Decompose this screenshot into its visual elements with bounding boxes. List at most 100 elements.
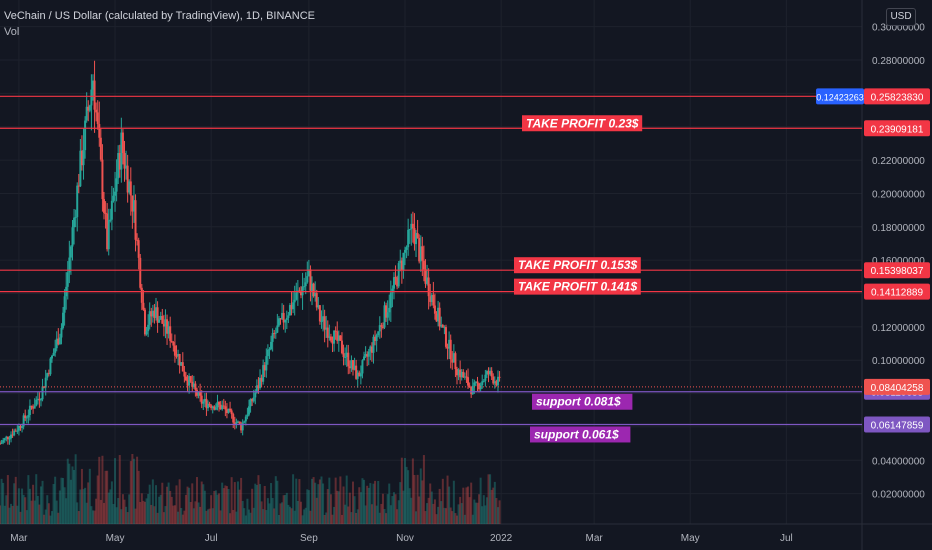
volume-bar: [73, 469, 76, 524]
candle-body: [13, 430, 16, 436]
candle-body: [30, 405, 33, 408]
candle-body: [118, 153, 121, 170]
candle-body: [103, 199, 106, 213]
volume-bar: [459, 496, 462, 524]
volume-bar: [87, 482, 90, 524]
volume-bar: [3, 505, 6, 524]
volume-bar: [128, 494, 131, 524]
candle-body: [80, 150, 83, 166]
volume-bar: [306, 489, 309, 524]
candle-body: [266, 349, 269, 357]
candle-body: [255, 385, 258, 393]
volume-bar: [266, 498, 269, 524]
volume-bar: [479, 477, 482, 524]
volume-bar: [293, 510, 296, 524]
volume-bar: [438, 488, 441, 524]
volume-indicator-label[interactable]: Vol: [4, 26, 20, 38]
candle-body: [358, 372, 361, 377]
volume-bar: [375, 505, 378, 524]
candle-body: [403, 249, 406, 253]
candle-body: [74, 217, 77, 219]
volume-bar: [435, 514, 438, 524]
candle-body: [137, 240, 140, 258]
candle-body: [325, 327, 328, 330]
level-annotation-box[interactable]: [532, 393, 633, 410]
volume-bar: [126, 512, 129, 524]
volume-bar: [240, 477, 243, 524]
volume-bar: [364, 505, 367, 524]
volume-bar: [16, 505, 19, 524]
candle-body: [5, 436, 8, 439]
volume-bar: [446, 475, 449, 524]
volume-bar: [151, 479, 154, 524]
level-annotation-box[interactable]: [522, 115, 643, 132]
candle-body: [36, 398, 39, 400]
level-annotation-take-profit-0.23: TAKE PROFIT 0.23$: [526, 116, 639, 130]
candle-body: [309, 269, 312, 291]
candle-body: [367, 351, 370, 357]
candle-body: [462, 371, 465, 378]
currency-button[interactable]: USD: [886, 8, 916, 26]
level-annotation-box[interactable]: [530, 426, 631, 443]
candle-body: [306, 276, 309, 283]
volume-bar: [487, 474, 490, 524]
candle-body: [109, 219, 112, 221]
candle-body: [195, 389, 198, 396]
candle-body: [38, 398, 41, 401]
volume-bar: [195, 477, 198, 524]
volume-bar: [470, 482, 473, 524]
level-annotation-box[interactable]: [514, 278, 641, 295]
volume-bar: [143, 501, 146, 524]
volume-bar: [33, 500, 36, 524]
volume-bar: [260, 501, 263, 524]
candle-body: [465, 376, 468, 378]
candle-body: [125, 165, 128, 169]
candle-body: [437, 307, 440, 322]
candle-body: [333, 330, 336, 344]
candle-body: [372, 336, 375, 353]
candle-body: [400, 260, 403, 271]
candle-body: [293, 299, 296, 303]
level-annotation-box[interactable]: [514, 257, 641, 274]
price-tag-label: 0.14112889: [871, 288, 924, 299]
volume-bar: [238, 489, 241, 524]
candle-body: [385, 305, 388, 318]
volume-bar: [454, 513, 457, 524]
candle-body: [350, 360, 353, 369]
candle-body: [230, 410, 233, 415]
candle-body: [197, 391, 200, 396]
candle-body: [449, 339, 452, 360]
candle-body: [41, 386, 44, 400]
volume-bar: [24, 497, 27, 524]
candle-body: [281, 312, 284, 319]
candle-body: [167, 326, 170, 334]
volume-bar: [287, 504, 290, 524]
candle-body: [120, 132, 123, 170]
y-tick-label: 0.02000000: [872, 490, 925, 501]
volume-bar: [444, 508, 447, 524]
candle-body: [370, 346, 373, 353]
volume-bar: [32, 484, 35, 524]
candle-body: [451, 359, 454, 363]
candle-body: [110, 200, 113, 220]
volume-bar: [169, 490, 172, 524]
volume-bar: [219, 510, 222, 524]
volume-bar: [39, 486, 42, 524]
candle-body: [441, 324, 444, 328]
volume-bar: [277, 514, 280, 524]
price-tag-resistance-0.258: [864, 88, 930, 105]
volume-bar: [389, 505, 392, 524]
volume-bar: [317, 484, 320, 524]
candle-body: [438, 307, 441, 327]
volume-bar: [259, 484, 262, 524]
candle-body: [392, 277, 395, 289]
candle-body: [410, 223, 413, 230]
candle-body: [143, 309, 146, 335]
candle-body: [356, 372, 359, 379]
volume-bar: [361, 478, 364, 524]
volume-bar: [159, 494, 162, 524]
volume-bar: [463, 514, 466, 524]
y-tick-label: 0.12000000: [872, 323, 925, 334]
volume-bar: [241, 500, 244, 524]
